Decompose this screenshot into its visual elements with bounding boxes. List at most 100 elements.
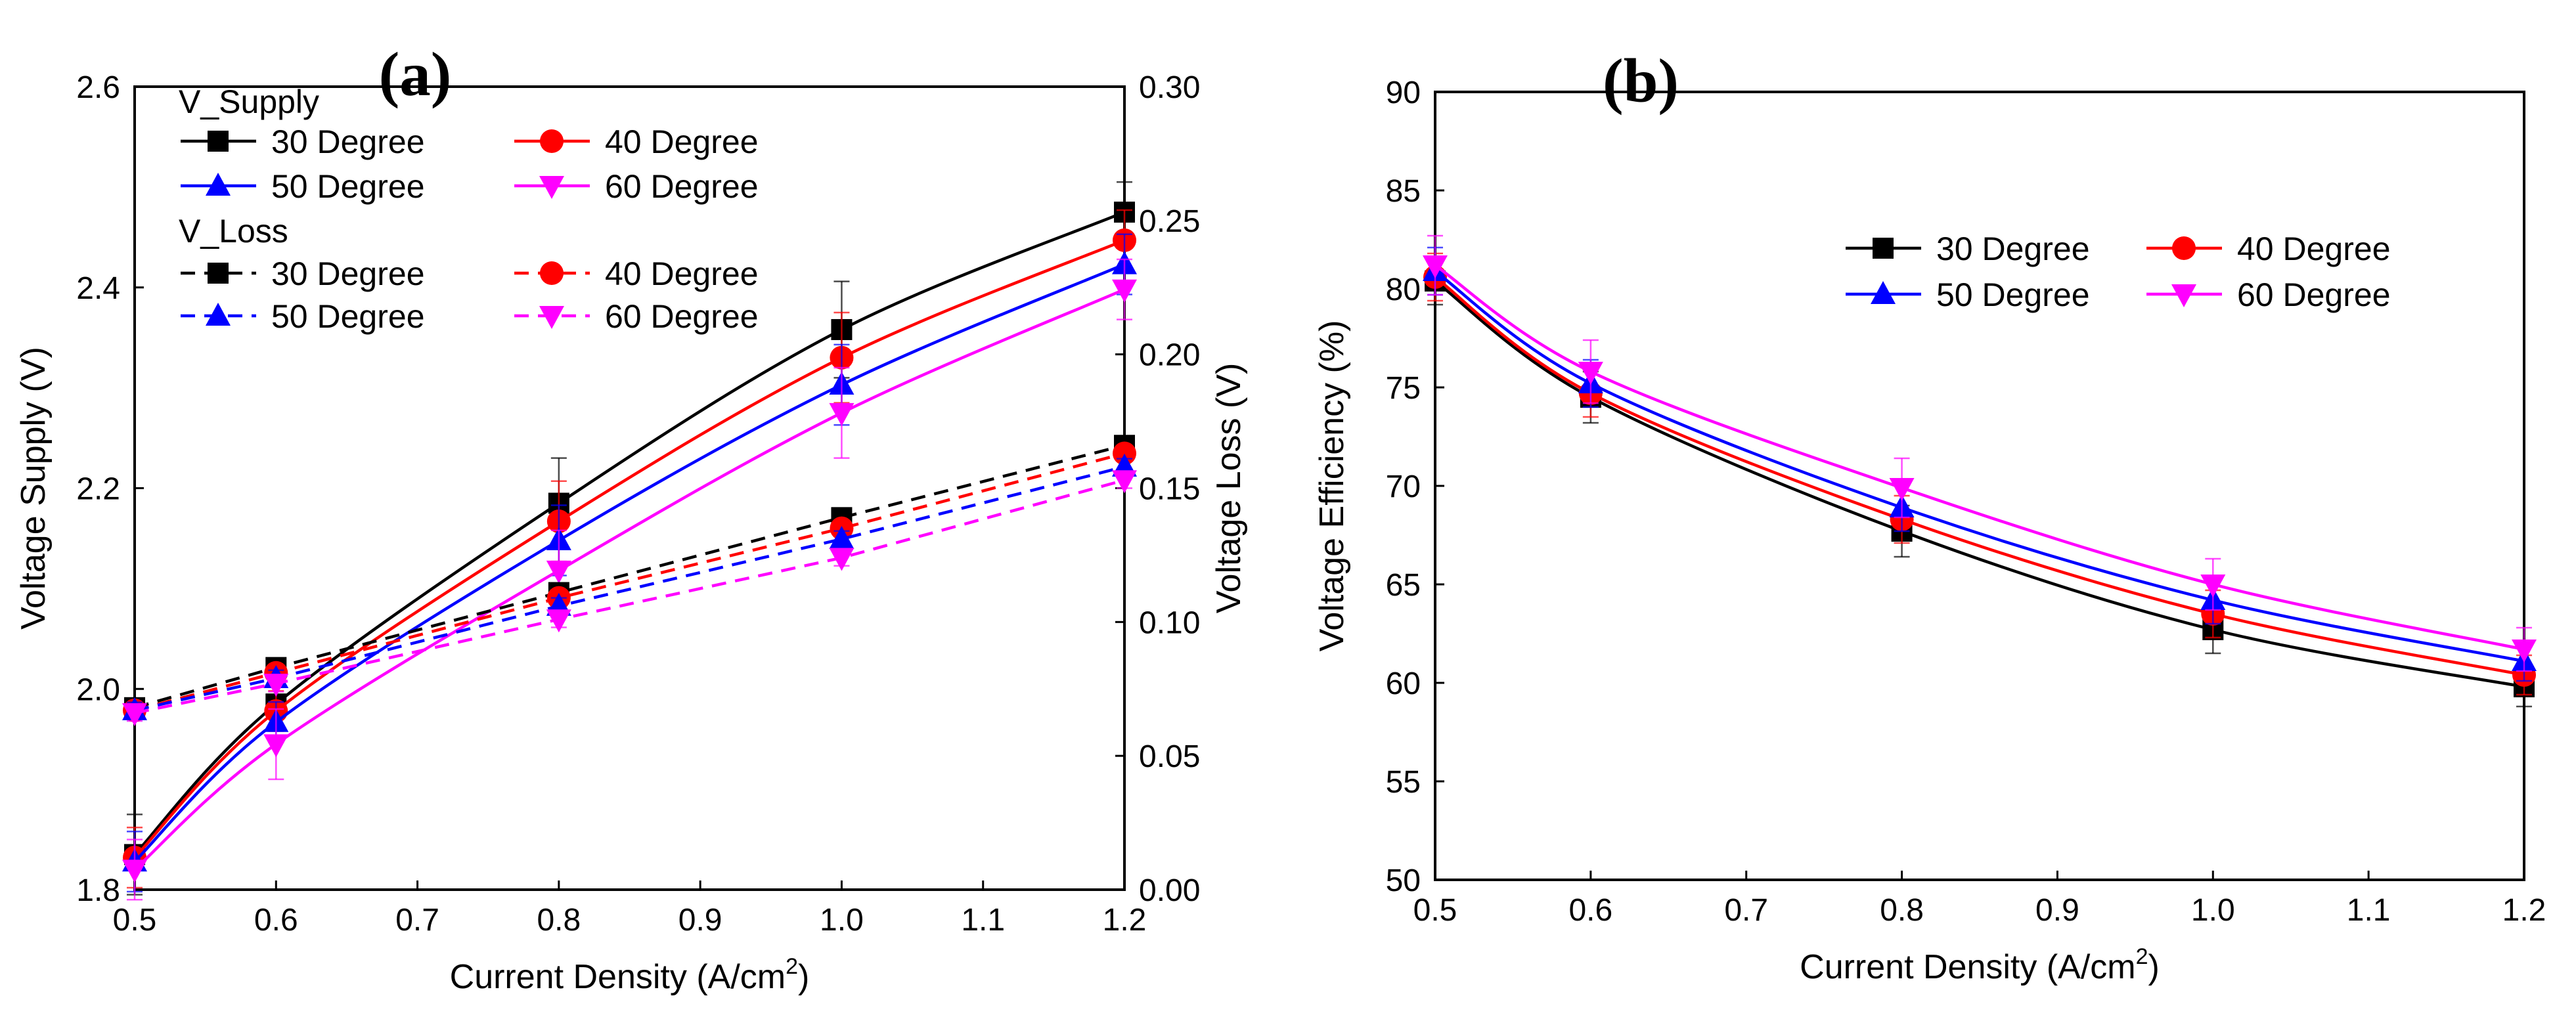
x-tick-label: 0.6: [1568, 893, 1612, 928]
legend-marker: [208, 131, 229, 152]
data-point: [1578, 362, 1603, 385]
x-tick-label: 0.5: [113, 903, 157, 938]
y-tick-label: 2.0: [76, 672, 120, 707]
series-line: [1434, 280, 2525, 689]
data-point: [2200, 575, 2226, 597]
legend-label: 60 Degree: [605, 298, 759, 335]
y-tick-label: 90: [1386, 76, 1421, 110]
legend-label: 30 Degree: [271, 255, 425, 292]
y2-tick-label: 0.05: [1139, 739, 1200, 774]
x-tick-label: 0.9: [678, 903, 722, 938]
series-line: [1434, 270, 2525, 663]
legend-marker: [206, 173, 231, 196]
data-point: [263, 734, 289, 758]
data-point: [829, 402, 855, 426]
series-series-60: [1423, 234, 2537, 672]
series-line: [1434, 276, 2525, 677]
y-tick-label: 2.4: [76, 271, 120, 306]
series-v-loss-60: [122, 470, 1137, 726]
x-tick-label: 1.0: [2191, 893, 2235, 928]
x-tick-label: 0.6: [254, 903, 298, 938]
x-axis-label-superscript: 2: [2136, 944, 2148, 969]
y-tick-label: 85: [1386, 174, 1421, 209]
x-tick-label: 1.1: [2347, 893, 2391, 928]
x-axis-label: Current Density (A/cm2): [450, 954, 810, 996]
series-series-30: [1425, 256, 2535, 708]
data-point: [829, 548, 855, 571]
y-tick-label: 70: [1386, 469, 1421, 504]
legend-entry: 50 Degree: [181, 298, 425, 335]
x-axis-label-superscript: 2: [786, 954, 798, 979]
data-point: [122, 703, 147, 726]
series-line: [133, 211, 1125, 856]
series-series-40: [1423, 252, 2536, 696]
data-point: [1112, 279, 1137, 303]
y2-tick-label: 0.25: [1139, 204, 1200, 239]
legend-entry: 30 Degree: [1846, 230, 2090, 267]
x-axis: 0.5 0.6 0.7 0.8 0.9 1.0 1.1 1.2: [1413, 871, 2546, 928]
legend-label: 40 Degree: [605, 255, 759, 292]
legend-label: 30 Degree: [1936, 230, 2090, 267]
y-tick-label: 55: [1386, 765, 1421, 800]
y-tick-label: 2.6: [76, 70, 120, 105]
y2-tick-label: 0.15: [1139, 472, 1200, 507]
legend-label: 50 Degree: [1936, 276, 2090, 313]
plot-frame: [133, 85, 1126, 891]
y-tick-label: 1.8: [76, 873, 120, 908]
y2-axis-label: Voltage Loss (V): [1210, 363, 1248, 614]
series-line: [133, 288, 1125, 871]
legend-entry: 60 Degree: [514, 168, 759, 205]
legend-group-title: V_Loss: [179, 213, 288, 250]
legend: 30 Degree 40 Degree 50 Degree 60 Degree: [1846, 230, 2391, 313]
series-line: [133, 263, 1125, 863]
legend-marker: [2172, 236, 2196, 260]
x-tick-label: 1.2: [2502, 893, 2546, 928]
data-point: [263, 674, 289, 697]
y-tick-label: 2.2: [76, 472, 120, 507]
data-point: [546, 560, 571, 584]
x-axis-label-close: ): [2148, 948, 2160, 986]
series-line: [133, 238, 1125, 859]
y-axis-right: 0.00 0.05 0.10 0.15 0.20 0.25 0.30: [1115, 70, 1200, 908]
data-point: [2512, 640, 2537, 663]
legend-group-title: V_Supply: [179, 83, 319, 120]
data-point: [1112, 470, 1137, 494]
x-tick-label: 0.7: [1724, 893, 1768, 928]
legend-marker: [540, 261, 564, 285]
y-axis-label: Voltage Supply (V): [14, 347, 53, 630]
y-axis-left: 1.8 2.0 2.2 2.4 2.6: [76, 70, 144, 908]
legend: V_Supply V_Loss 30 Degree 40 Degree 50 Degre…: [179, 83, 759, 335]
legend-entry: 40 Degree: [514, 255, 759, 292]
x-tick-label: 0.8: [537, 903, 581, 938]
x-axis-label-text: Current Density (A/cm: [450, 958, 786, 996]
legend-entry: 40 Degree: [2146, 230, 2391, 267]
legend-marker: [1873, 238, 1894, 259]
x-tick-label: 1.0: [820, 903, 864, 938]
legend-label: 50 Degree: [271, 298, 425, 335]
y2-tick-label: 0.10: [1139, 605, 1200, 640]
data-point: [829, 525, 855, 549]
legend-marker: [1871, 281, 1896, 304]
legend-label: 50 Degree: [271, 168, 425, 205]
legend-label: 60 Degree: [2237, 276, 2391, 313]
panel-label: (a): [379, 39, 452, 109]
panel-label: (b): [1603, 46, 1679, 116]
data-point: [1889, 478, 1915, 501]
x-axis: 0.5 0.6 0.7 0.8 0.9 1.0 1.1 1.2: [113, 880, 1146, 938]
legend-marker: [540, 129, 564, 153]
y-axis-left: 50 55 60 65 70 75 80 85 90: [1386, 76, 1444, 898]
legend-label: 40 Degree: [2237, 230, 2391, 267]
x-axis-label-text: Current Density (A/cm: [1800, 948, 2135, 986]
y-tick-label: 65: [1386, 568, 1421, 603]
legend-entry: 30 Degree: [181, 123, 425, 160]
y-axis-label: Voltage Efficiency (%): [1313, 320, 1351, 652]
legend-marker: [539, 306, 564, 329]
legend-entry: 40 Degree: [514, 123, 759, 160]
panel-b-chart: 0.5 0.6 0.7 0.8 0.9 1.0 1.1 1.2 Current Density …: [1313, 46, 2546, 986]
legend-marker: [206, 303, 231, 326]
y-tick-label: 60: [1386, 666, 1421, 701]
y2-tick-label: 0.00: [1139, 873, 1200, 908]
x-axis-label-close: ): [798, 958, 809, 996]
x-tick-label: 1.1: [961, 903, 1005, 938]
data-point: [1423, 255, 1448, 278]
